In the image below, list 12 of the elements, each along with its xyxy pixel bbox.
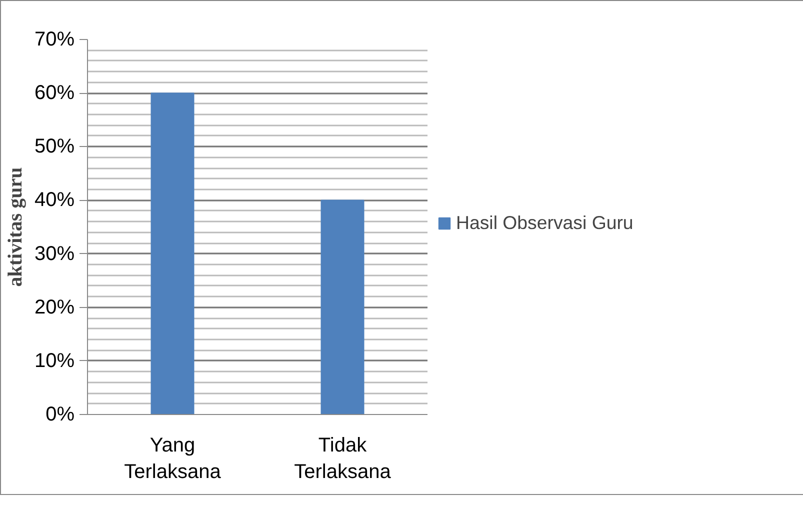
y-tick-label: 70% — [34, 28, 75, 50]
y-tick-label: 30% — [34, 242, 75, 265]
x-tick-label: Tidak Terlaksana — [294, 434, 392, 483]
y-tick-label: 0% — [46, 404, 75, 426]
y-tick-label: 40% — [34, 189, 75, 212]
y-tick-label: 50% — [34, 136, 75, 158]
y-tick-label: 60% — [34, 82, 75, 104]
x-tick-label: Yang Terlaksana — [124, 434, 222, 483]
y-tick-label: 10% — [34, 350, 75, 372]
y-axis-title: aktivitas guru — [4, 167, 26, 287]
y-tick-label: 20% — [34, 296, 75, 318]
legend-label: Hasil Observasi Guru — [456, 212, 634, 234]
